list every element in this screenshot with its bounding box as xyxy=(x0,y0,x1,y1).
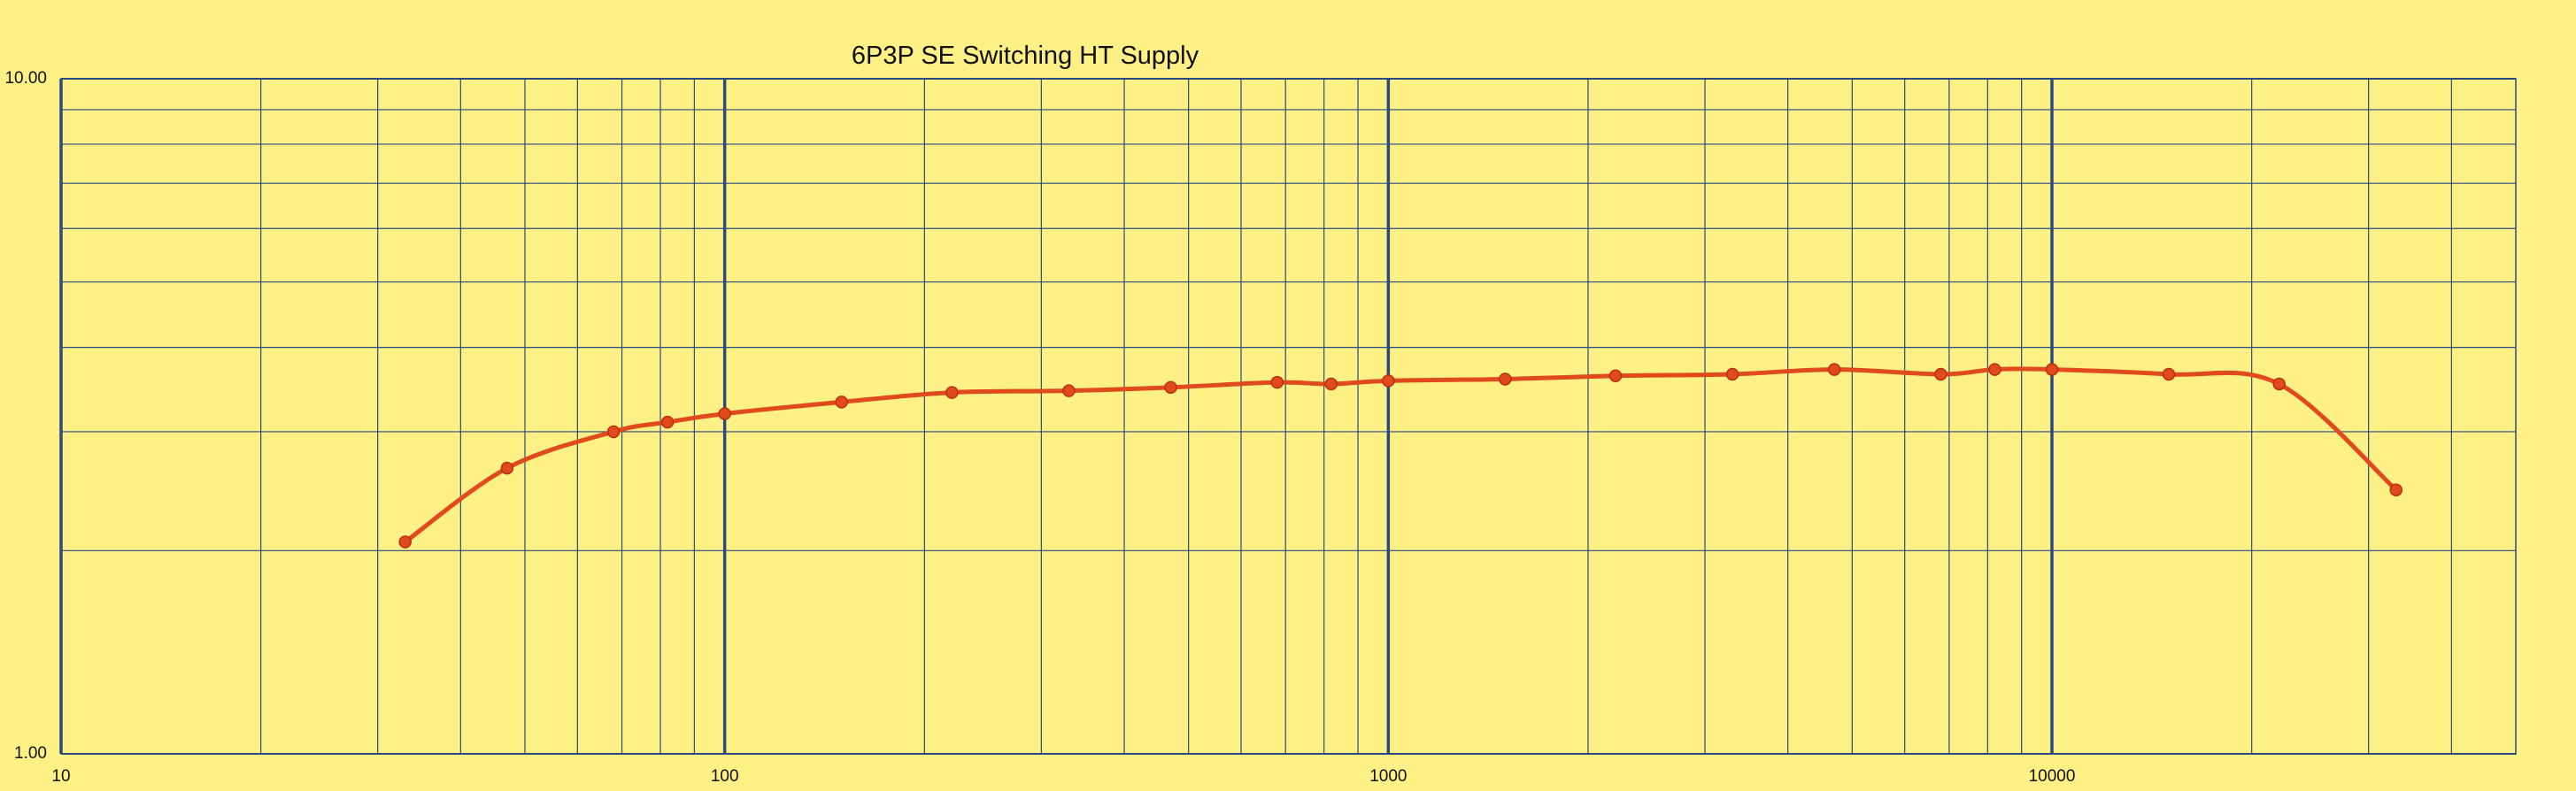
x-tick-label: 10000 xyxy=(2029,767,2076,786)
data-point xyxy=(1164,380,1177,395)
data-point xyxy=(1270,375,1284,389)
data-point xyxy=(1934,367,1947,381)
data-point xyxy=(1499,372,1512,386)
data-point xyxy=(718,407,731,420)
data-point xyxy=(1062,384,1076,397)
data-point xyxy=(2162,367,2176,381)
data-point xyxy=(945,386,959,399)
data-point xyxy=(1988,363,2001,376)
x-tick-label: 1000 xyxy=(1369,767,1407,786)
data-point xyxy=(660,415,675,429)
data-point xyxy=(500,461,514,475)
data-point xyxy=(398,535,412,549)
data-point xyxy=(1725,367,1739,381)
data-point xyxy=(835,396,848,409)
data-point xyxy=(1827,363,1841,376)
data-point xyxy=(2389,483,2402,496)
y-tick-label: 10.00 xyxy=(4,69,47,88)
x-tick-label: 10 xyxy=(51,767,70,786)
chart-title: 6P3P SE Switching HT Supply xyxy=(852,42,1199,70)
data-point xyxy=(1382,374,1395,388)
data-point xyxy=(2045,363,2059,376)
x-tick-label: 100 xyxy=(711,767,739,786)
data-point xyxy=(1324,377,1338,391)
data-point xyxy=(606,425,621,439)
y-tick-label: 1.00 xyxy=(14,744,47,763)
plot-area xyxy=(60,78,2517,755)
data-point xyxy=(1608,369,1623,383)
data-point xyxy=(2272,377,2286,391)
